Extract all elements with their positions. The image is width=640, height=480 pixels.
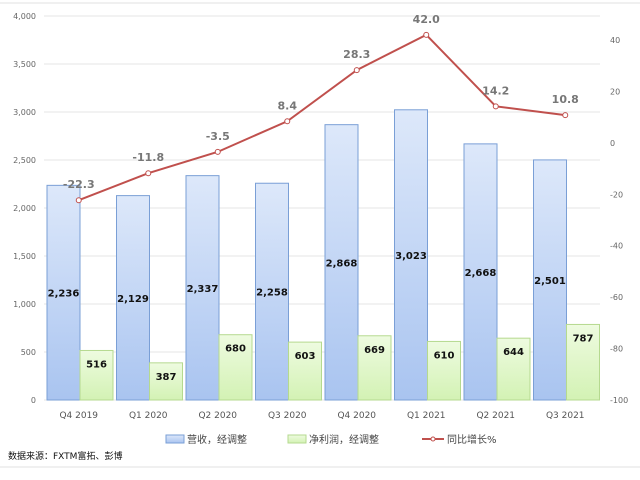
y2-tick-label: 20 [610,87,620,96]
growth-line [78,33,566,202]
y-tick-label: 500 [21,348,36,357]
net-profit-bar [288,341,322,401]
revenue-bar [185,175,220,401]
net-profit-bar [79,349,114,401]
legend-growth-marker [430,436,436,442]
growth-data-label: 10.8 [552,93,579,106]
x-tick-label: Q4 2020 [337,411,376,421]
growth-data-label: -11.8 [132,151,164,164]
y2-tick-label: -80 [610,345,623,354]
growth-point [492,103,499,110]
revenue-data-label: 2,668 [465,268,497,279]
x-tick-label: Q2 2021 [476,411,515,421]
legend-growth-label: 同比增长% [447,433,497,446]
growth-point [145,170,152,177]
growth-data-label: 28.3 [343,48,370,61]
revenue-data-label: 2,236 [48,289,80,300]
revenue-data-label: 3,023 [395,251,427,262]
revenue-data-label: 2,868 [326,258,358,269]
net-profit-data-label: 644 [503,347,524,358]
y2-tick-label: -20 [610,190,623,199]
legend-revenue-label: 营收，经调整 [187,433,247,446]
y-tick-label: 2,500 [13,156,36,165]
x-tick-label: Q4 2019 [59,411,98,421]
revenue-bar [394,109,428,401]
growth-data-label: 42.0 [413,13,440,26]
x-tick-label: Q1 2020 [129,411,168,421]
legend-net-profit-label: 净利润，经调整 [309,433,379,446]
revenue-bar [46,184,81,401]
y2-tick-label: 0 [610,139,615,148]
net-profit-data-label: 603 [295,351,316,362]
revenue-bar [463,143,498,401]
net-profit-bar [357,335,392,401]
net-profit-bar [496,337,531,401]
revenue-data-label: 2,337 [187,284,219,295]
net-profit-data-label: 787 [573,333,594,344]
x-tick-label: Q3 2020 [268,411,307,421]
revenue-data-label: 2,501 [534,276,566,287]
net-profit-data-label: 680 [225,344,246,355]
revenue-bar [533,159,567,401]
revenue-bar [255,182,289,401]
net-profit-data-label: 387 [156,372,177,383]
y2-tick-label: 40 [610,36,620,45]
growth-point [75,197,82,204]
net-profit-bar [427,340,461,401]
y2-tick-label: -60 [610,293,623,302]
legend-revenue-swatch [165,434,185,444]
growth-data-label: -22.3 [63,178,95,191]
y-tick-label: 3,500 [13,60,36,69]
y-tick-label: 3,000 [13,108,36,117]
net-profit-data-label: 669 [364,345,385,356]
growth-data-label: 8.4 [278,99,298,112]
revenue-data-label: 2,129 [117,294,149,305]
growth-data-label: 14.2 [482,84,509,97]
y2-tick-label: -40 [610,242,623,251]
net-profit-data-label: 610 [434,350,455,361]
y-tick-label: 4,000 [13,12,36,21]
growth-point [284,118,291,125]
y2-tick-label: -100 [610,396,628,405]
growth-data-label: -3.5 [206,130,230,143]
y-tick-label: 1,000 [13,300,36,309]
net-profit-data-label: 516 [86,359,107,370]
net-profit-bar [218,334,253,401]
growth-point [423,31,430,38]
x-tick-label: Q3 2021 [546,411,585,421]
growth-point [562,112,569,119]
net-profit-bar [149,362,183,401]
revenue-data-label: 2,258 [256,288,288,299]
y-tick-label: 2,000 [13,204,36,213]
growth-point [214,148,221,155]
growth-point [353,67,360,74]
y-tick-label: 0 [31,396,36,405]
revenue-bar [324,124,359,401]
x-tick-label: Q2 2020 [198,411,237,421]
y-tick-label: 1,500 [13,252,36,261]
revenue-bar [116,195,150,401]
net-profit-bar [566,323,600,401]
legend-net-profit-swatch [287,434,307,444]
x-tick-label: Q1 2021 [407,411,446,421]
source-note: 数据来源：FXTM富拓、彭博 [8,450,122,462]
